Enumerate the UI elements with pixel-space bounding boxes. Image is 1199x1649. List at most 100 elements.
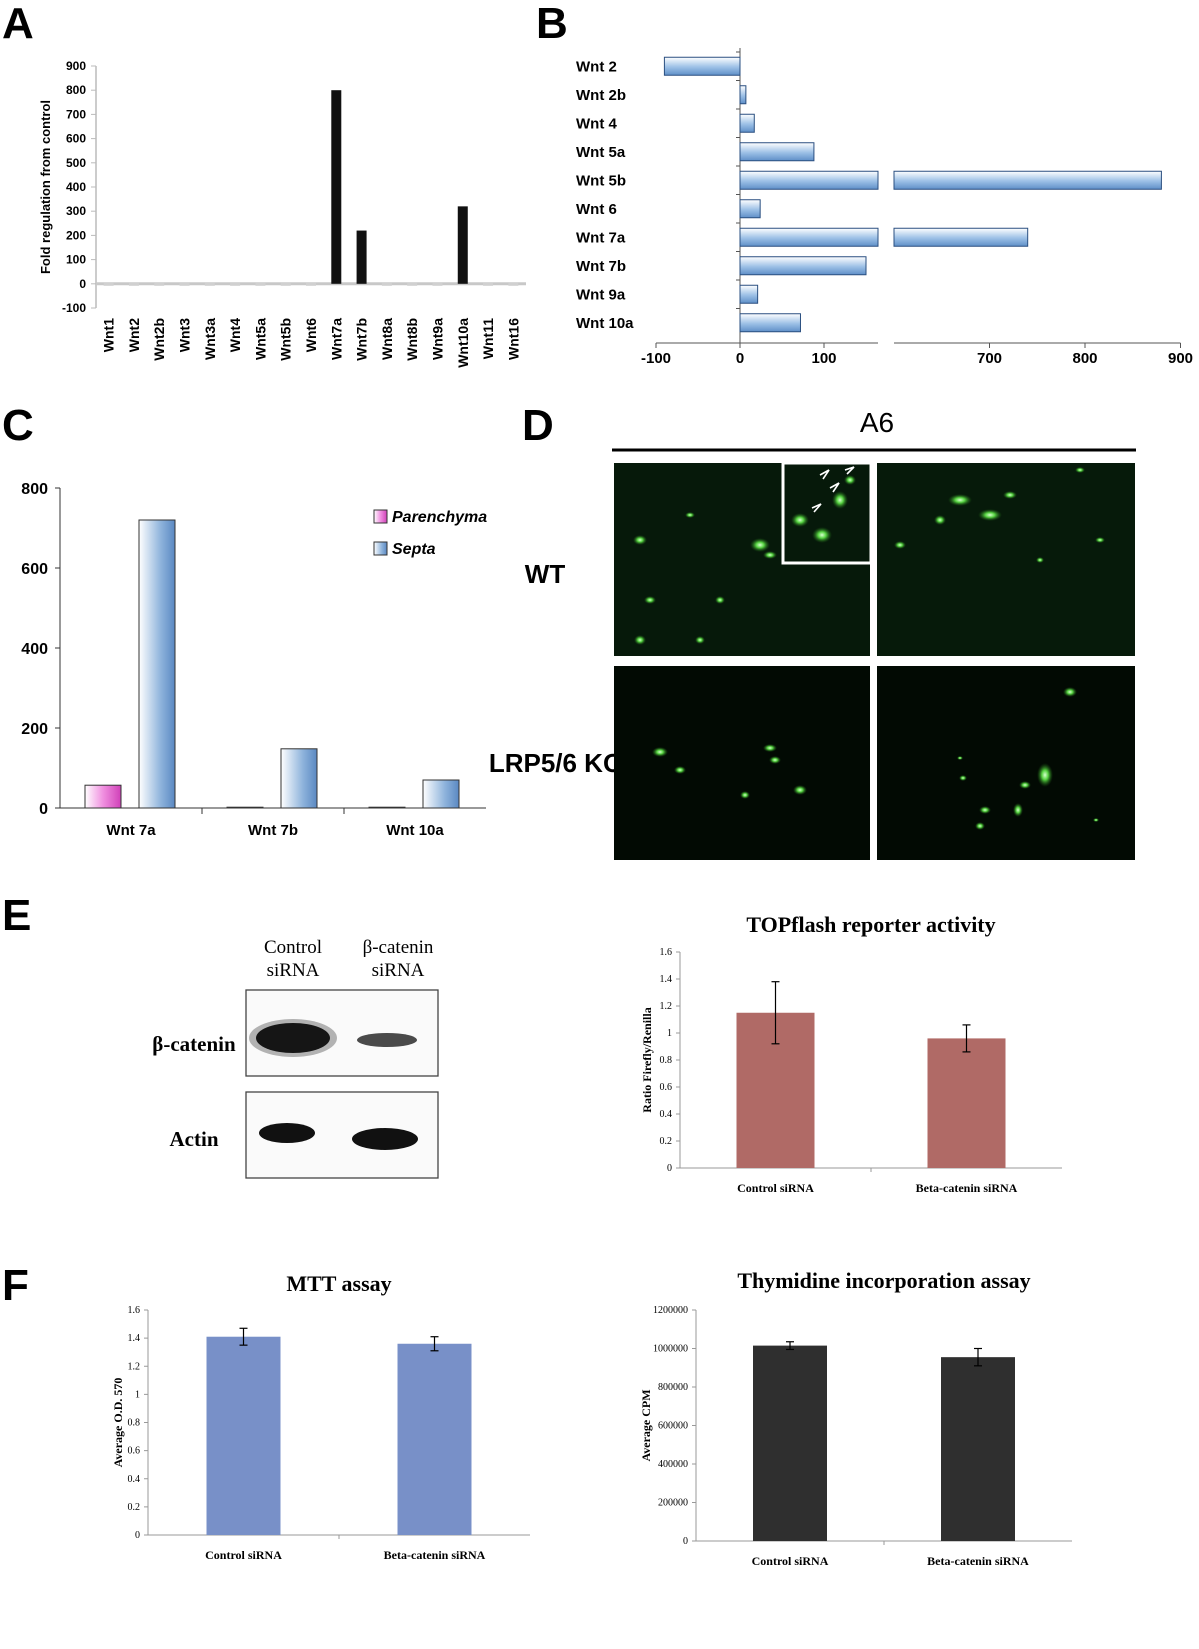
chartF1-ytick-label: 1.6 [128,1305,141,1316]
panel-label-a: A [2,0,34,48]
chartF2-ytick-label: 1200000 [653,1305,688,1316]
c-ytick-label: 200 [21,721,48,738]
a-bar [331,90,342,284]
c-bar-parenchyma [226,806,264,809]
d-image-ko-1 [614,666,870,860]
a-bar [432,282,443,286]
chart-c: 0 200 400 600 800 Wnt 7a Wnt 7b Wnt 10a Parenchy… [21,481,487,839]
a-xtick-label: Wnt3a [202,318,218,360]
chartF2-bar [753,1345,827,1541]
a-xtick-label: Wnt7b [354,318,370,361]
chartF2-xtick-label: Control siRNA [752,1554,829,1568]
b-xtick-label: -100 [641,350,671,367]
c-bar-parenchyma [368,806,406,809]
d-fluorescent-cell [750,538,770,552]
d-fluorescent-cell [791,513,809,527]
d-fluorescent-cell [634,635,646,645]
b-xtick-label: 0 [736,350,744,367]
d-fluorescent-cell [1037,763,1053,787]
a-ytick-label: 900 [66,59,86,73]
a-ytick-label: 600 [66,132,86,146]
a-ytick-label: -100 [62,301,86,315]
d-row-label-ko: LRP5/6 KO [489,748,623,778]
d-image-ko-2 [877,666,1135,860]
chartF2-y-axis-label: Average CPM [639,1389,653,1461]
c-legend-swatch [373,509,388,524]
chartF1-ytick-label: 0.4 [128,1474,141,1485]
d-inset-arrowheads [811,466,855,513]
panel-label-d: D [522,401,554,450]
d-fluorescent-cell [769,756,781,764]
panel-e-western-blot: Control siRNA β-catenin siRNA β-catenin … [152,937,439,1179]
d-fluorescent-cell [1013,803,1023,817]
d-fluorescent-cell [894,541,906,549]
c-xtick-label: Wnt 10a [386,822,444,839]
d-fluorescent-cell [948,494,972,506]
chartF2-ytick-label: 600000 [658,1421,688,1432]
a-bar [407,282,418,286]
d-fluorescent-cell [793,785,807,795]
d-fluorescent-cell [644,596,656,604]
c-bar-septa [138,519,176,809]
a-bar [306,282,316,286]
c-ytick-label: 800 [21,481,48,498]
d-fluorescent-cell [740,791,750,799]
chartF1-bar [206,1336,281,1535]
chartF2-ytick-label: 800000 [658,1382,688,1393]
chart-b: -100 0 100 700 800 900 Wnt 2 Wnt 2b Wnt 4 Wnt 5a W… [576,48,1193,367]
d-fluorescent-cell [978,509,1002,521]
a-xtick-label: Wnt6 [303,318,319,352]
a-bar [356,230,367,284]
d-fluorescent-cell [1093,818,1099,822]
chartE-ytick-label: 1 [667,1028,672,1039]
chartE-ytick-label: 0.6 [660,1082,673,1093]
blot-band-halo-1 [249,1019,337,1057]
c-bar-parenchyma [84,784,122,809]
d-fluorescent-cell [832,491,848,509]
a-bar [154,282,165,286]
b-xtick-label: 900 [1168,350,1193,367]
a-bar [508,282,519,286]
b-category-label: Wnt 10a [576,315,634,332]
c-legend-label: Septa [392,541,436,558]
chartF1-bar [397,1343,472,1535]
chartF1-y-axis-label: Average O.D. 570 [111,1378,125,1468]
a-ytick-label: 100 [66,253,86,267]
a-ytick-label: 500 [66,156,86,170]
a-ytick-label: 800 [66,83,86,97]
chartE-y-axis-label: Ratio Firefly/Renilla [640,1007,654,1112]
a-xtick-label: Wnt2 [126,318,142,352]
c-legend-swatch [373,541,388,556]
a-y-axis-label: Fold regulation from control [38,100,53,274]
chartF1-ytick-label: 0.6 [128,1446,141,1457]
d-fluorescent-cell [1063,687,1077,697]
d-fluorescent-cell [1036,557,1044,563]
chartE-ytick-label: 0.8 [660,1055,673,1066]
chartF1-ytick-label: 1 [135,1389,140,1400]
blot-lane-1-line-1: Control [264,937,322,958]
d-fluorescent-cell [763,744,777,752]
a-xtick-label: Wnt2b [151,318,167,361]
b-bar [739,227,879,247]
chartE-bar [927,1038,1006,1168]
c-legend-label: Parenchyma [392,509,487,526]
chartF2-ytick-label: 400000 [658,1459,688,1470]
chartF1-xtick-label: Beta-catenin siRNA [384,1548,486,1562]
blot-band-control-actin [259,1123,315,1143]
a-bar [179,282,190,286]
a-ytick-label: 200 [66,228,86,242]
chartE-title: TOPflash reporter activity [746,912,995,937]
chartF2-title: Thymidine incorporation assay [737,1268,1030,1293]
a-bar [280,282,291,286]
chartE-ytick-label: 1.4 [660,974,673,985]
chartF1-ytick-label: 0 [135,1530,140,1541]
b-bar-continued [893,170,1162,190]
c-xtick-label: Wnt 7b [248,822,298,839]
b-xtick-label: 800 [1072,350,1097,367]
b-bar [739,284,759,304]
a-bar [255,282,266,286]
a-xtick-label: Wnt16 [505,318,521,360]
chart-f-mtt: MTT assay Average O.D. 570 0 0.2 0.4 0.6 0.8 1 1… [111,1271,530,1562]
c-ytick-label: 400 [21,641,48,658]
